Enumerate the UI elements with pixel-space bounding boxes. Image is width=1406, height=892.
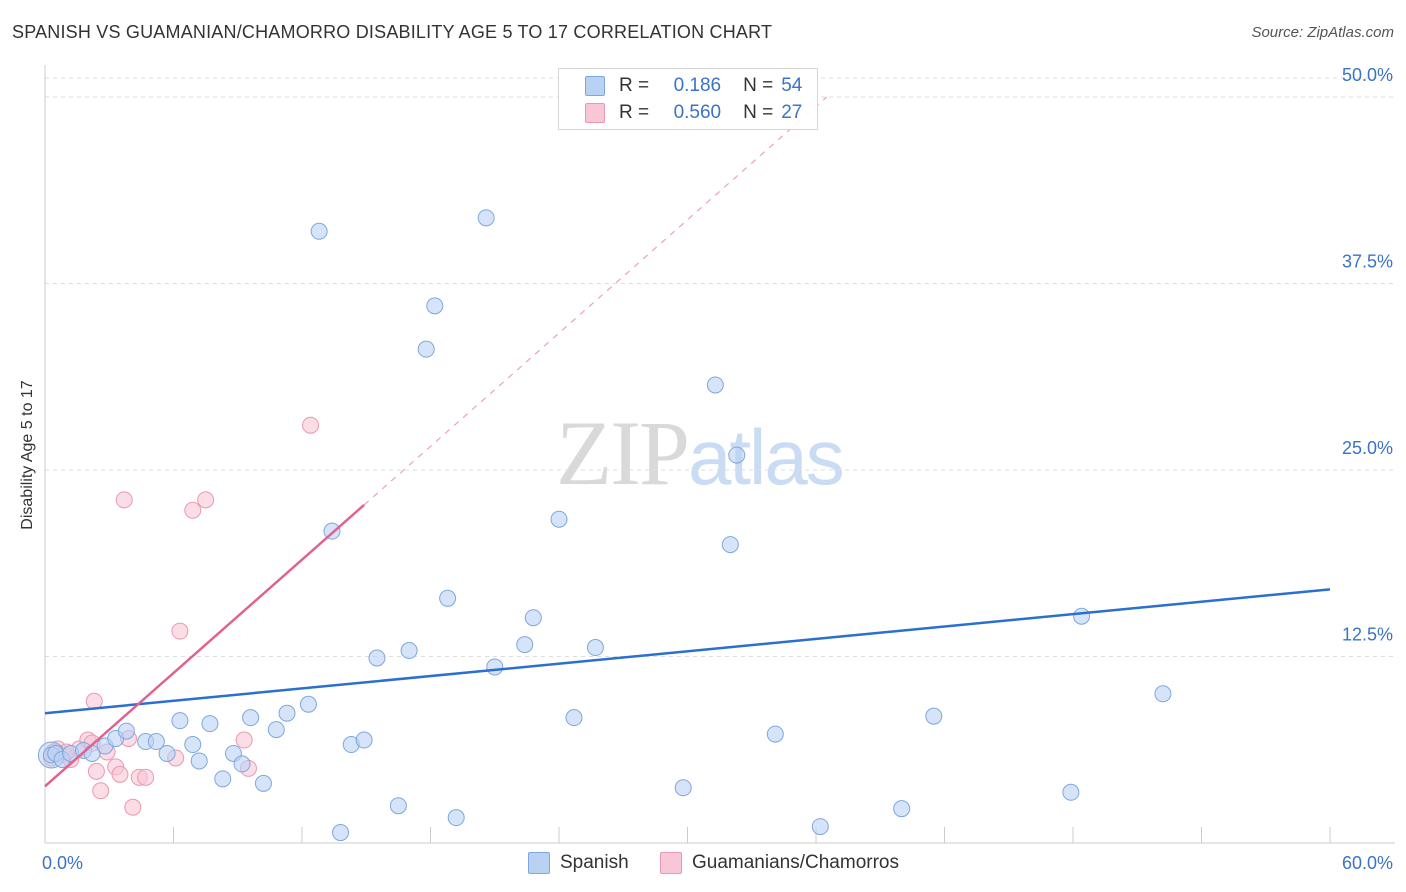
spanish-point: [893, 800, 911, 818]
x-tick-label: 0.0%: [42, 853, 83, 873]
legend-r-value-spanish: 0.186: [673, 75, 722, 96]
spanish-point: [766, 725, 784, 743]
legend-r-value-guamanian: 0.560: [673, 102, 722, 123]
spanish-point: [278, 704, 296, 722]
spanish-point: [439, 589, 457, 607]
guamanian-legend-label: Guamanians/Chamorros: [692, 852, 899, 873]
axis-layer: [44, 65, 1395, 844]
correlation-legend: R = 0.186 N = 54 R = 0.560 N = 27: [558, 68, 818, 130]
spanish-swatch: [585, 76, 605, 96]
spanish-points: [37, 209, 1172, 842]
spanish-point: [267, 721, 285, 739]
spanish-point: [447, 809, 465, 827]
spanish-legend-label: Spanish: [560, 852, 629, 873]
watermark: ZIPatlas: [556, 400, 845, 506]
guamanian-point: [92, 782, 110, 800]
guamanian-point: [137, 768, 155, 786]
series-legend-guamanian[interactable]: Guamanians/Chamorros: [660, 852, 899, 874]
guamanian-point: [111, 765, 129, 783]
spanish-point: [486, 658, 504, 676]
grid-layer: [45, 77, 1395, 657]
legend-r-label-guamanian: R =: [619, 102, 650, 123]
spanish-point: [477, 209, 495, 227]
spanish-trendline: [44, 588, 1331, 715]
watermark-atlas: atlas: [688, 413, 845, 501]
spanish-point: [417, 340, 435, 358]
spanish-point: [214, 770, 232, 788]
spanish-point: [355, 731, 373, 749]
guamanian-point: [171, 622, 189, 640]
spanish-point: [811, 818, 829, 836]
trend-layer: [44, 96, 1331, 788]
legend-n-label-spanish: N =: [743, 75, 774, 96]
series-legend: Spanish Guamanians/Chamorros: [0, 852, 1406, 878]
legend-row-spanish: R = 0.186 N = 54: [585, 74, 802, 98]
guamanian-point: [184, 501, 202, 519]
chart-title: SPANISH VS GUAMANIAN/CHAMORRO DISABILITY…: [12, 22, 773, 42]
guamanian-point: [124, 798, 142, 816]
spanish-point: [426, 297, 444, 315]
spanish-point: [586, 639, 604, 657]
y-tick-label: 50.0%: [1342, 65, 1393, 85]
spanish-point: [171, 712, 189, 730]
watermark-zip: ZIP: [556, 402, 690, 504]
spanish-legend-swatch: [528, 852, 550, 874]
spanish-point: [389, 797, 407, 815]
guamanian-point: [87, 762, 105, 780]
x-tick-label: 60.0%: [1342, 853, 1393, 873]
y-tick-label: 25.0%: [1342, 438, 1393, 458]
spanish-point: [190, 752, 208, 770]
spanish-point: [1073, 607, 1091, 625]
legend-r-label-spanish: R =: [619, 75, 650, 96]
spanish-point: [201, 715, 219, 733]
guamanian-legend-swatch: [660, 852, 682, 874]
spanish-point: [310, 222, 328, 240]
spanish-point: [565, 709, 583, 727]
spanish-point: [516, 636, 534, 654]
guamanian-trendline: [44, 503, 365, 788]
spanish-point: [925, 707, 943, 725]
spanish-point: [254, 774, 272, 792]
spanish-point: [550, 510, 568, 528]
spanish-point: [721, 536, 739, 554]
spanish-point: [728, 446, 746, 464]
legend-n-label-guamanian: N =: [743, 102, 774, 123]
spanish-point: [299, 695, 317, 713]
guamanian-point: [235, 731, 253, 749]
spanish-point: [147, 733, 165, 751]
spanish-point: [158, 744, 176, 762]
spanish-point: [674, 779, 692, 797]
legend-row-guamanian: R = 0.560 N = 27: [585, 101, 802, 125]
legend-n-value-spanish: 54: [781, 75, 803, 96]
spanish-point: [706, 376, 724, 394]
spanish-point: [233, 755, 251, 773]
y-tick-label: 37.5%: [1342, 252, 1393, 272]
source-label: Source: ZipAtlas.com: [1251, 24, 1394, 41]
guamanian-point: [115, 491, 133, 509]
guamanian-point: [197, 491, 215, 509]
spanish-point: [242, 709, 260, 727]
tick-label-layer: 12.5% 25.0% 37.5% 50.0% 0.0% 60.0%: [42, 65, 1393, 873]
spanish-point: [524, 609, 542, 627]
spanish-point: [332, 824, 350, 842]
legend-n-value-guamanian: 27: [781, 102, 803, 123]
spanish-point: [184, 736, 202, 754]
guamanian-swatch: [585, 103, 605, 123]
spanish-point: [1154, 685, 1172, 703]
spanish-point: [368, 649, 386, 667]
guamanian-point: [302, 416, 320, 434]
series-legend-spanish[interactable]: Spanish: [528, 852, 629, 874]
y-tick-label: 12.5%: [1342, 625, 1393, 645]
spanish-point: [117, 722, 135, 740]
spanish-point: [1062, 783, 1080, 801]
spanish-point: [400, 642, 418, 660]
